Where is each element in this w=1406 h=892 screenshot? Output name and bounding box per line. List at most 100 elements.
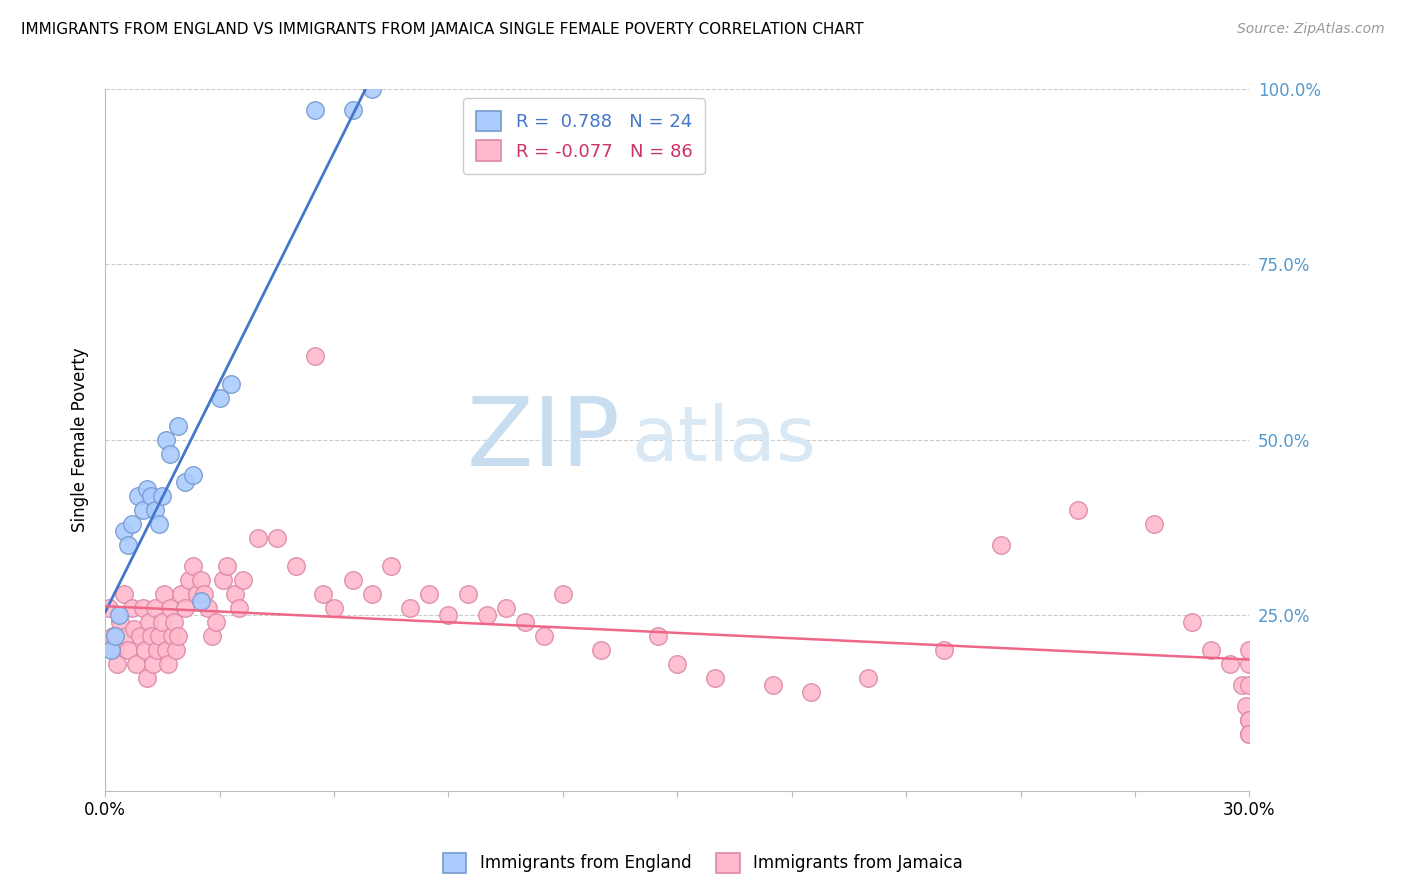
Point	[246, 531, 269, 545]
Point	[152, 615, 174, 630]
Point	[1234, 699, 1257, 714]
Point	[1239, 727, 1261, 741]
Point	[704, 671, 727, 685]
Point	[212, 573, 235, 587]
Point	[136, 482, 159, 496]
Point	[165, 643, 187, 657]
Point	[155, 433, 177, 447]
Point	[142, 657, 165, 672]
Point	[323, 601, 346, 615]
Point	[380, 559, 402, 574]
Point	[1199, 643, 1222, 657]
Point	[589, 643, 612, 657]
Point	[204, 615, 226, 630]
Point	[128, 629, 150, 643]
Point	[1067, 503, 1090, 517]
Point	[193, 587, 215, 601]
Point	[762, 678, 785, 692]
Point	[399, 601, 422, 615]
Point	[990, 538, 1012, 552]
Point	[125, 657, 148, 672]
Point	[1239, 714, 1261, 728]
Point	[201, 629, 224, 643]
Text: IMMIGRANTS FROM ENGLAND VS IMMIGRANTS FROM JAMAICA SINGLE FEMALE POVERTY CORRELA: IMMIGRANTS FROM ENGLAND VS IMMIGRANTS FR…	[21, 22, 863, 37]
Legend: R =  0.788   N = 24, R = -0.077   N = 86: R = 0.788 N = 24, R = -0.077 N = 86	[463, 98, 704, 174]
Point	[311, 587, 333, 601]
Point	[166, 418, 188, 433]
Point	[159, 601, 181, 615]
Point	[197, 601, 219, 615]
Point	[1181, 615, 1204, 630]
Point	[1230, 678, 1253, 692]
Point	[112, 524, 135, 538]
Point	[170, 587, 193, 601]
Point	[132, 503, 155, 517]
Point	[112, 587, 135, 601]
Point	[139, 489, 162, 503]
Point	[513, 615, 536, 630]
Point	[174, 601, 197, 615]
Point	[136, 671, 159, 685]
Point	[148, 516, 170, 531]
Point	[98, 601, 121, 615]
Point	[437, 608, 460, 623]
Point	[190, 594, 212, 608]
Point	[361, 82, 384, 96]
Point	[100, 643, 122, 657]
Point	[155, 643, 177, 657]
Point	[157, 657, 180, 672]
Point	[143, 503, 166, 517]
Point	[152, 489, 174, 503]
Text: atlas: atlas	[631, 403, 817, 476]
Point	[647, 629, 669, 643]
Point	[934, 643, 956, 657]
Point	[495, 601, 517, 615]
Point	[145, 643, 167, 657]
Point	[228, 601, 250, 615]
Point	[219, 376, 242, 391]
Point	[163, 615, 186, 630]
Point	[475, 608, 498, 623]
Point	[190, 573, 212, 587]
Point	[666, 657, 689, 672]
Point	[132, 601, 155, 615]
Point	[856, 671, 879, 685]
Point	[117, 643, 139, 657]
Point	[304, 349, 326, 363]
Point	[1143, 516, 1166, 531]
Point	[104, 643, 127, 657]
Legend: Immigrants from England, Immigrants from Jamaica: Immigrants from England, Immigrants from…	[436, 847, 970, 880]
Point	[166, 629, 188, 643]
Point	[121, 601, 143, 615]
Point	[117, 538, 139, 552]
Point	[304, 103, 326, 117]
Point	[800, 685, 823, 699]
Point	[284, 559, 307, 574]
Point	[139, 629, 162, 643]
Point	[361, 587, 384, 601]
Point	[1219, 657, 1241, 672]
Point	[1239, 714, 1261, 728]
Point	[153, 587, 176, 601]
Point	[1239, 657, 1261, 672]
Point	[208, 391, 231, 405]
Point	[179, 573, 201, 587]
Point	[533, 629, 555, 643]
Point	[121, 516, 143, 531]
Point	[181, 467, 204, 482]
Point	[110, 615, 132, 630]
Point	[105, 657, 128, 672]
Point	[138, 615, 160, 630]
Point	[160, 629, 183, 643]
Point	[551, 587, 574, 601]
Point	[1239, 678, 1261, 692]
Point	[115, 629, 138, 643]
Point	[418, 587, 440, 601]
Point	[342, 573, 364, 587]
Point	[104, 629, 127, 643]
Point	[101, 629, 124, 643]
Point	[186, 587, 208, 601]
Point	[217, 559, 239, 574]
Point	[122, 622, 145, 636]
Point	[266, 531, 288, 545]
